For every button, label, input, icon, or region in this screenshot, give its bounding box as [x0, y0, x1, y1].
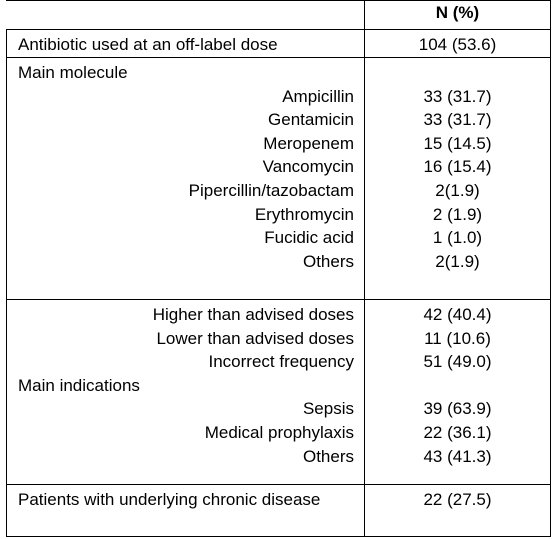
- item-value: 39 (63.9): [423, 399, 492, 419]
- row-value: 104 (53.6): [418, 35, 497, 54]
- table-row: Patients with underlying chronic disease…: [6, 485, 551, 537]
- row-label: Patients with underlying chronic disease: [18, 490, 321, 509]
- item-label: Medical prophylaxis: [204, 422, 354, 442]
- row-value: 22 (27.5): [423, 490, 492, 509]
- column-header: N (%): [435, 3, 480, 22]
- section-heading: Main indications: [18, 375, 140, 395]
- item-value: 43 (41.3): [423, 446, 492, 466]
- item-label: Lower than advised doses: [156, 328, 354, 348]
- row-label: Antibiotic used at an off-label dose: [18, 35, 278, 54]
- item-value: 33 (31.7): [423, 86, 492, 106]
- item-label: Vancomycin: [262, 157, 354, 177]
- item-label: Others: [302, 251, 354, 271]
- item-value: 33 (31.7): [423, 110, 492, 130]
- table-row: Main molecule Ampicillin Gentamicin Meropen…: [6, 58, 551, 300]
- item-label: Higher than advised doses: [152, 305, 354, 324]
- item-value: 2(1.9): [435, 180, 480, 200]
- spacer: [365, 374, 550, 398]
- table-row: Antibiotic used at an off-label dose 104 …: [6, 30, 551, 58]
- header-cell: [6, 1, 365, 29]
- item-label: Incorrect frequency: [208, 352, 354, 372]
- header-cell: N (%): [365, 1, 551, 29]
- item-label: Erythromycin: [254, 204, 354, 224]
- item-value: 1 (1.0): [432, 228, 483, 248]
- section-heading: Main molecule: [18, 63, 128, 82]
- item-value: 51 (49.0): [423, 352, 492, 372]
- item-value: 15 (14.5): [423, 133, 492, 153]
- item-label: Gentamicin: [268, 110, 354, 130]
- item-value: 16 (15.4): [423, 157, 492, 177]
- item-label: Pipercillin/tazobactam: [188, 180, 354, 200]
- item-value: 11 (10.6): [424, 328, 491, 348]
- item-value: 2(1.9): [435, 251, 480, 271]
- item-label: Ampicillin: [282, 86, 354, 106]
- label-cell: Main molecule Ampicillin Gentamicin Meropen…: [6, 58, 365, 299]
- item-value: 2 (1.9): [432, 204, 483, 224]
- item-label: Sepsis: [302, 399, 354, 419]
- item-value: 22 (36.1): [423, 422, 492, 442]
- value-cell: 42 (40.4) 11 (10.6) 51 (49.0) 39 (63.9) 22 (…: [365, 300, 551, 484]
- label-cell: Patients with underlying chronic disease: [6, 485, 365, 536]
- table-row: Higher than advised doses Lower than advi…: [6, 300, 551, 485]
- label-cell: Antibiotic used at an off-label dose: [6, 30, 365, 57]
- value-cell: 33 (31.7) 33 (31.7) 15 (14.5) 16 (15.4) 2(1.…: [365, 58, 551, 299]
- header-row: N (%): [6, 0, 551, 30]
- item-label: Meropenem: [263, 133, 354, 153]
- value-cell: 22 (27.5): [365, 485, 551, 536]
- item-label: Others: [302, 446, 354, 466]
- value-cell: 104 (53.6): [365, 30, 551, 57]
- label-cell: Higher than advised doses Lower than advi…: [6, 300, 365, 484]
- item-value: 42 (40.4): [423, 305, 492, 324]
- item-label: Fucidic acid: [264, 228, 354, 248]
- spacer: [365, 61, 550, 85]
